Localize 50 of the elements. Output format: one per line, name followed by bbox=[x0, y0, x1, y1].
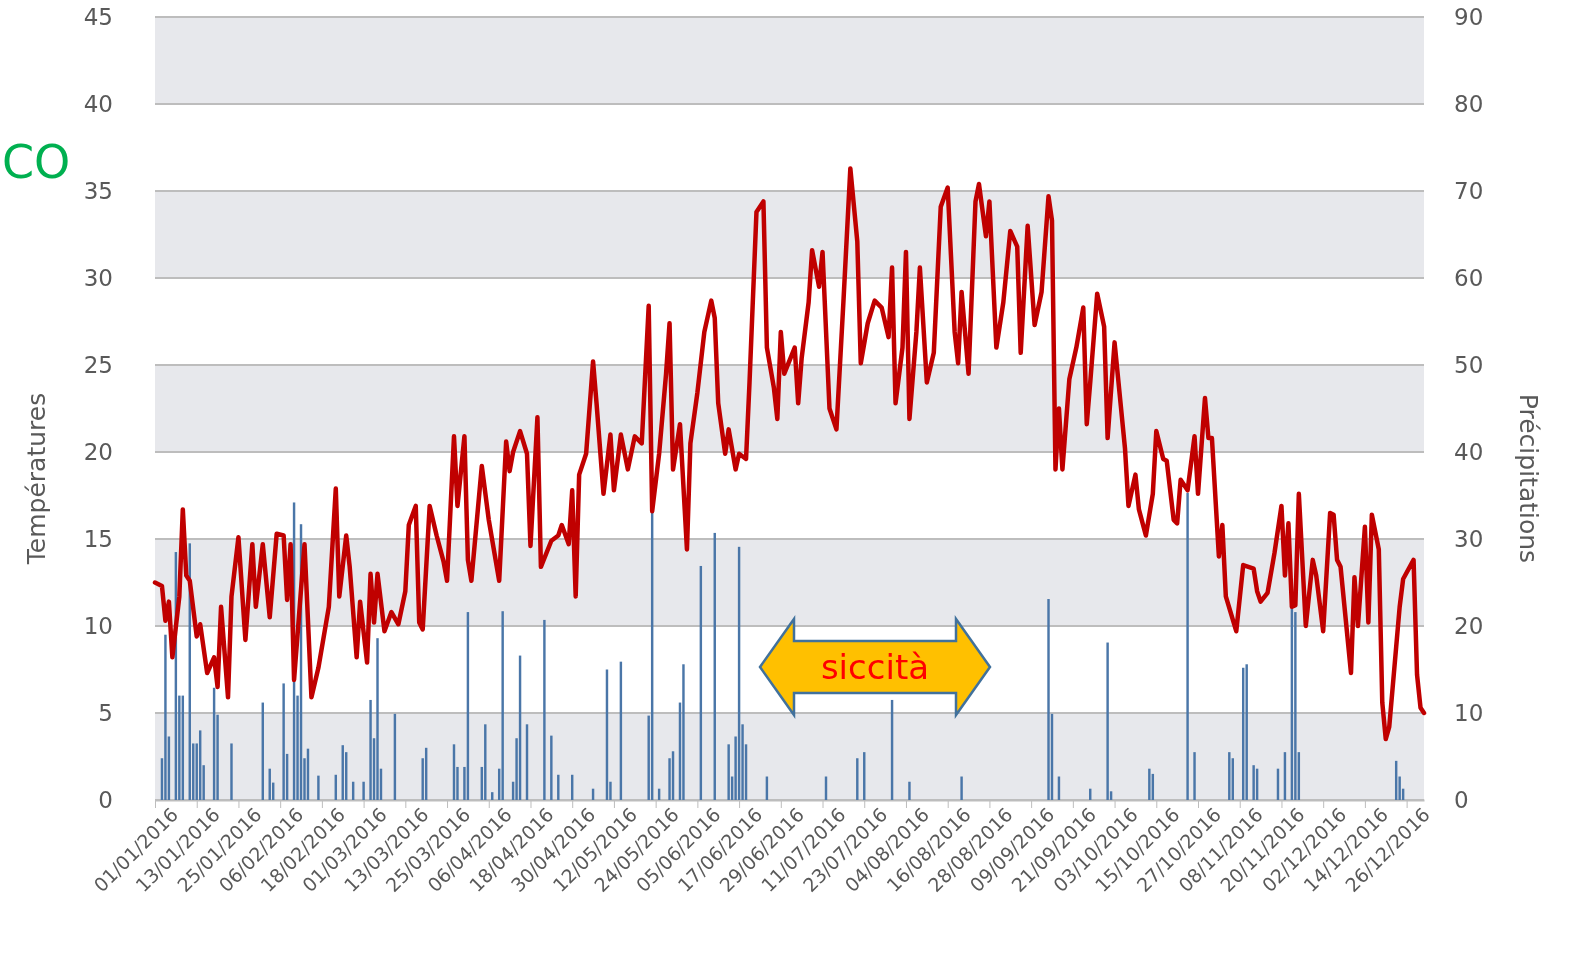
bar bbox=[230, 743, 233, 800]
bar bbox=[856, 758, 859, 800]
y2-tick-label: 10 bbox=[1454, 699, 1484, 726]
y-tick-label: 20 bbox=[83, 438, 113, 465]
y-axis-title: Températures bbox=[22, 392, 51, 566]
y2-tick-label: 50 bbox=[1454, 351, 1484, 378]
bar bbox=[484, 724, 487, 800]
line-series bbox=[152, 166, 1427, 742]
y-tick-label: 0 bbox=[98, 786, 113, 813]
bar bbox=[557, 774, 560, 800]
y2-tick-label: 80 bbox=[1454, 90, 1484, 117]
bar bbox=[501, 611, 504, 800]
bar bbox=[682, 664, 685, 800]
bar bbox=[1252, 765, 1255, 800]
bar bbox=[1106, 642, 1109, 800]
y-tick-label: 45 bbox=[83, 3, 113, 30]
bar bbox=[550, 735, 553, 800]
bar bbox=[164, 634, 167, 800]
y2-tick-label: 70 bbox=[1454, 177, 1484, 204]
bar bbox=[282, 683, 285, 800]
y-tick-label: 35 bbox=[83, 177, 113, 204]
bar bbox=[1186, 492, 1189, 800]
y2-tick-label: 20 bbox=[1454, 612, 1484, 639]
y-tick-label: 5 bbox=[98, 699, 113, 726]
y2-tick-label: 0 bbox=[1454, 786, 1469, 813]
y-tick-label: 30 bbox=[83, 264, 113, 291]
y-tick-label: 40 bbox=[83, 90, 113, 117]
bar bbox=[362, 781, 365, 800]
y-tick-label: 10 bbox=[83, 612, 113, 639]
y2-axis-title: Précipitations bbox=[1514, 393, 1543, 564]
bar bbox=[1047, 599, 1050, 800]
bar bbox=[727, 744, 730, 800]
text: CO bbox=[2, 135, 71, 189]
bar bbox=[1193, 752, 1196, 800]
bar bbox=[1228, 752, 1231, 800]
y-tick-label: 15 bbox=[83, 525, 113, 552]
y2-tick-label: 90 bbox=[1454, 3, 1484, 30]
y-tick-label: 25 bbox=[83, 351, 113, 378]
annotation: siccità bbox=[820, 646, 930, 687]
bar bbox=[1148, 768, 1151, 800]
bar bbox=[317, 775, 320, 800]
y2-tick-label: 60 bbox=[1454, 264, 1484, 291]
bar bbox=[543, 619, 546, 800]
bar bbox=[369, 699, 372, 800]
y2-tick-label: 30 bbox=[1454, 525, 1484, 552]
bar bbox=[960, 776, 963, 800]
bar bbox=[908, 781, 911, 800]
bar bbox=[1294, 612, 1297, 800]
y2-tick-label: 40 bbox=[1454, 438, 1484, 465]
bar bbox=[376, 638, 379, 800]
